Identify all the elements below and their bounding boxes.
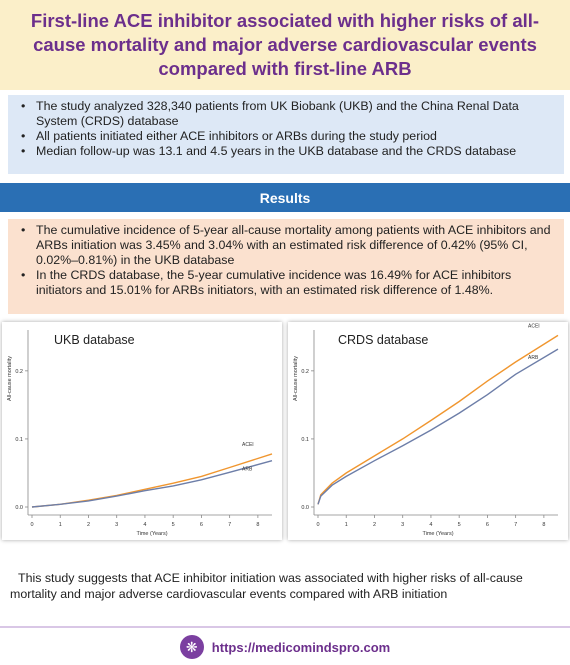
results-bullet: The cumulative incidence of 5-year all-c… bbox=[18, 223, 554, 268]
brain-icon: ❋ bbox=[179, 635, 204, 659]
x-tick-label: 6 bbox=[486, 522, 489, 528]
results-list: The cumulative incidence of 5-year all-c… bbox=[18, 223, 554, 298]
crds-chart-panel: 0 1 2 3 4 5 6 7 8 0.0 0.1 0.2 Time (Years) All-cause … bbox=[288, 322, 568, 540]
title-banner: First-line ACE inhibitor associated with… bbox=[0, 0, 570, 90]
series-line-arb bbox=[31, 460, 273, 508]
x-tick-label: 4 bbox=[429, 522, 432, 528]
y-tick-label: 0.1 bbox=[15, 437, 23, 443]
x-tick-label: 3 bbox=[115, 522, 118, 528]
ukb-chart: 0 1 2 3 4 5 6 7 8 0.0 0.1 0.2 Time (Years) All-cause … bbox=[7, 330, 273, 537]
series-line-acei bbox=[317, 334, 559, 505]
x-tick-label: 7 bbox=[228, 522, 231, 528]
y-tick-label: 0.0 bbox=[301, 505, 309, 511]
x-tick-label: 0 bbox=[30, 522, 33, 528]
x-axis-label: Time (Years) bbox=[422, 531, 453, 537]
x-tick-label: 5 bbox=[172, 522, 175, 528]
y-tick-label: 0.1 bbox=[301, 437, 309, 443]
crds-chart: 0 1 2 3 4 5 6 7 8 0.0 0.1 0.2 Time (Years) All-cause … bbox=[293, 323, 559, 537]
ukb-chart-panel: 0 1 2 3 4 5 6 7 8 0.0 0.1 0.2 Time (Years) All-cause … bbox=[2, 322, 282, 540]
y-tick-label: 0.0 bbox=[15, 505, 23, 511]
footer: ❋ https://medicomindspro.com bbox=[0, 634, 570, 660]
results-bullet: In the CRDS database, the 5-year cumulat… bbox=[18, 268, 554, 298]
footer-link[interactable]: https://medicomindspro.com bbox=[211, 639, 391, 655]
x-tick-label: 4 bbox=[143, 522, 146, 528]
intro-bullet: All patients initiated either ACE inhibi… bbox=[18, 129, 554, 144]
results-heading: Results bbox=[0, 183, 570, 212]
intro-list: The study analyzed 328,340 patients from… bbox=[18, 99, 554, 159]
x-tick-label: 1 bbox=[59, 522, 62, 528]
intro-box: The study analyzed 328,340 patients from… bbox=[8, 95, 564, 174]
y-axis-label: All-cause mortality bbox=[293, 356, 299, 401]
x-axis-label: Time (Years) bbox=[136, 531, 167, 537]
x-tick-label: 8 bbox=[256, 522, 259, 528]
x-tick-label: 7 bbox=[514, 522, 517, 528]
results-box: The cumulative incidence of 5-year all-c… bbox=[8, 219, 564, 314]
x-tick-label: 5 bbox=[458, 522, 461, 528]
series-line-acei bbox=[31, 453, 273, 508]
x-tick-label: 3 bbox=[401, 522, 404, 528]
series-label-arb: ARB bbox=[242, 467, 253, 473]
x-tick-label: 2 bbox=[87, 522, 90, 528]
footer-divider bbox=[0, 626, 570, 628]
page-title: First-line ACE inhibitor associated with… bbox=[30, 10, 540, 79]
series-label-acei: ACEI bbox=[528, 323, 540, 329]
x-tick-label: 1 bbox=[345, 522, 348, 528]
series-label-acei: ACEI bbox=[242, 442, 254, 448]
x-tick-label: 6 bbox=[200, 522, 203, 528]
series-label-arb: ARB bbox=[528, 355, 539, 361]
chart-title: CRDS database bbox=[338, 333, 428, 347]
x-tick-label: 0 bbox=[316, 522, 319, 528]
conclusion-text: This study suggests that ACE inhibitor i… bbox=[10, 571, 523, 601]
y-axis-label: All-cause mortality bbox=[7, 356, 13, 401]
x-tick-label: 8 bbox=[542, 522, 545, 528]
intro-bullet: Median follow-up was 13.1 and 4.5 years … bbox=[18, 144, 554, 159]
intro-bullet: The study analyzed 328,340 patients from… bbox=[18, 99, 554, 129]
y-tick-label: 0.2 bbox=[15, 369, 23, 375]
x-tick-label: 2 bbox=[373, 522, 376, 528]
series-line-arb bbox=[317, 348, 559, 505]
chart-title: UKB database bbox=[54, 333, 135, 347]
y-tick-label: 0.2 bbox=[301, 369, 309, 375]
